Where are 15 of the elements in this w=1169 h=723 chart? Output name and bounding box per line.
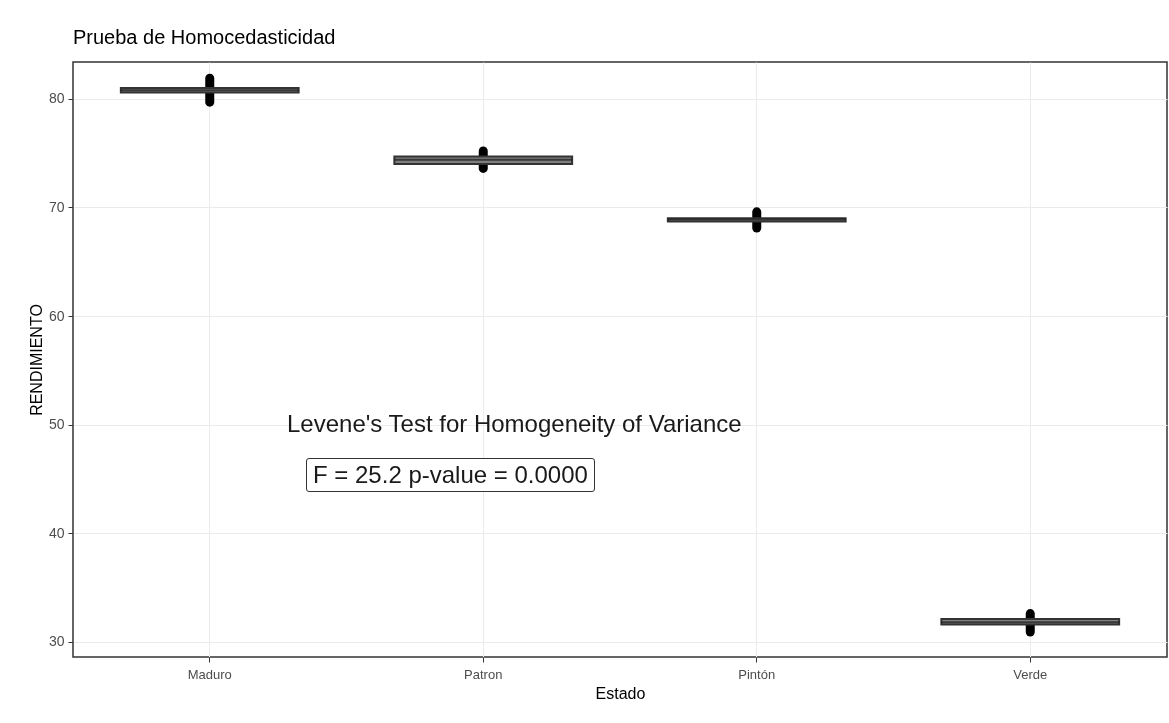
- x-tick-label: Maduro: [187, 666, 232, 682]
- y-tick-label: 60: [48, 307, 65, 324]
- x-axis-title: Estado: [595, 684, 646, 702]
- y-tick-label: 80: [48, 90, 65, 107]
- y-axis-title: RENDIMIENTO: [27, 304, 45, 416]
- annotation: Levene's Test for Homogeneity of Variance: [287, 410, 742, 438]
- y-tick-label: 70: [48, 198, 65, 215]
- y-tick-label: 50: [48, 416, 65, 433]
- x-tick-label: Verde: [1013, 666, 1048, 682]
- y-tick-label: 40: [48, 524, 65, 541]
- x-tick-label: Pintón: [738, 666, 776, 682]
- annotation: F = 25.2 p-value = 0.0000: [306, 458, 595, 492]
- x-tick-label: Patron: [464, 666, 503, 682]
- chart-title: Prueba de Homocedasticidad: [73, 26, 336, 48]
- y-tick-label: 30: [48, 633, 65, 650]
